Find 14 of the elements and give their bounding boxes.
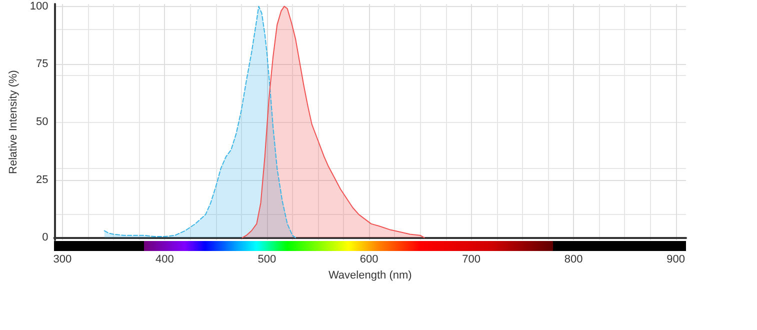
y-tick-label: 50 xyxy=(36,116,48,128)
y-tick-label: 100 xyxy=(30,0,48,12)
x-tick-label: 800 xyxy=(564,254,583,266)
x-tick-label: 400 xyxy=(155,254,174,266)
x-tick-label: 300 xyxy=(53,254,72,266)
x-tick-label: 600 xyxy=(360,254,378,266)
x-tick-label: 500 xyxy=(258,254,276,266)
y-tick-label: 0 xyxy=(42,232,48,244)
x-tick-label: 900 xyxy=(666,254,685,266)
x-axis-title: Wavelength (nm) xyxy=(328,270,412,282)
y-axis-title: Relative Intensity (%) xyxy=(8,70,20,174)
y-tick-label: 25 xyxy=(36,174,48,186)
y-tick-label: 75 xyxy=(36,58,48,70)
x-tick-label: 700 xyxy=(462,254,481,266)
